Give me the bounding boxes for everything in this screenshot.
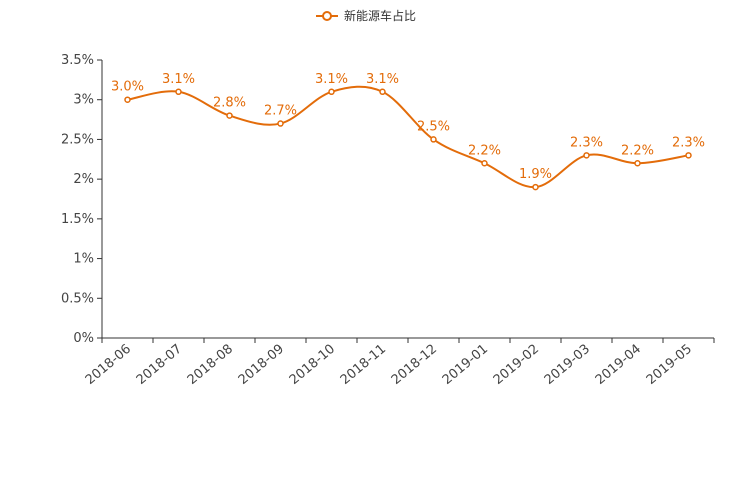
series-group: 3.0% 3.1% 2.8% 2.7% 3.1% 3.1% 2.5% 2.2% 1.9% 2.3%… <box>111 72 705 191</box>
x-tick-label: 2018-06 <box>83 342 134 388</box>
data-label: 2.2% <box>468 143 501 158</box>
data-label: 2.8% <box>213 96 246 111</box>
x-tick-label: 2018-10 <box>287 342 338 388</box>
x-tick-label: 2018-07 <box>134 342 185 388</box>
data-point[interactable] <box>379 88 386 96</box>
y-tick-label: 3.5% <box>61 53 94 68</box>
data-point[interactable] <box>226 112 233 119</box>
x-tick-label: 2018-12 <box>389 342 440 388</box>
data-point[interactable] <box>685 152 692 159</box>
y-tick-label: 2% <box>73 172 94 187</box>
x-axis-ticks: 2018-06 2018-07 2018-08 2018-09 2018-10 2018-… <box>83 338 715 388</box>
data-point[interactable] <box>532 183 539 191</box>
data-label: 3.1% <box>162 72 195 87</box>
data-label: 3.0% <box>111 80 144 95</box>
x-tick-label: 2019-02 <box>491 342 542 388</box>
x-tick-label: 2019-04 <box>593 342 644 388</box>
y-tick-label: 1% <box>73 252 94 267</box>
x-tick-label: 2019-03 <box>542 342 593 388</box>
data-point[interactable] <box>277 120 284 127</box>
y-tick-label: 2.5% <box>61 132 94 147</box>
x-tick-label: 2019-01 <box>440 342 491 388</box>
data-point[interactable] <box>328 88 335 96</box>
x-tick-label: 2019-05 <box>644 342 695 388</box>
y-tick-label: 0.5% <box>61 291 94 306</box>
x-tick-label: 2018-08 <box>185 342 236 388</box>
legend-marker-swatch <box>322 11 332 21</box>
data-label: 2.3% <box>570 135 603 150</box>
series-line <box>127 85 689 189</box>
data-label: 2.3% <box>672 135 705 150</box>
data-point[interactable] <box>430 136 437 143</box>
legend[interactable]: 新能源车占比 <box>316 8 416 23</box>
data-point[interactable] <box>175 88 182 96</box>
data-point[interactable] <box>583 152 590 159</box>
data-point[interactable] <box>634 160 641 167</box>
data-label: 3.1% <box>315 72 348 87</box>
data-label: 2.5% <box>417 119 450 134</box>
axes <box>101 60 714 339</box>
y-tick-label: 1.5% <box>61 212 94 227</box>
y-tick-label: 3% <box>73 93 94 108</box>
data-point[interactable] <box>481 160 488 167</box>
data-label: 2.7% <box>264 104 297 119</box>
y-tick-label: 0% <box>73 331 94 346</box>
y-axis-ticks: 0% 0.5% 1% 1.5% 2% 2.5% 3% 3.5% <box>61 53 102 346</box>
x-tick-label: 2018-09 <box>236 342 287 388</box>
x-tick-label: 2018-11 <box>338 342 389 388</box>
data-label: 2.2% <box>621 143 654 158</box>
data-label: 3.1% <box>366 72 399 87</box>
data-point[interactable] <box>124 96 131 103</box>
legend-label: 新能源车占比 <box>344 8 416 23</box>
data-label: 1.9% <box>519 167 552 182</box>
